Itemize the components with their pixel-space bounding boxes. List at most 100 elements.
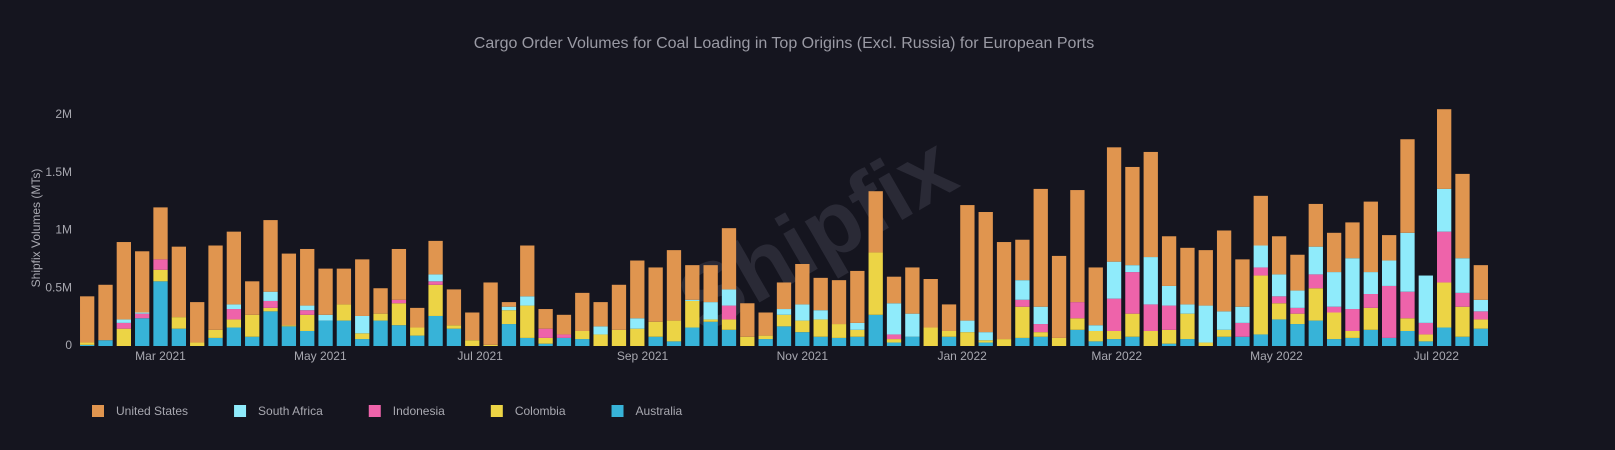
bar-segment bbox=[611, 329, 627, 346]
bar-segment bbox=[1235, 336, 1250, 346]
bar-segment bbox=[886, 303, 902, 335]
bar-segment bbox=[850, 336, 865, 346]
bar-segment bbox=[721, 289, 737, 306]
bar-segment bbox=[648, 321, 663, 337]
bar-segment bbox=[1070, 329, 1085, 346]
bar-segment bbox=[171, 328, 187, 346]
bar-segment bbox=[226, 309, 242, 320]
bar-segment bbox=[1070, 302, 1085, 319]
bar-segment bbox=[1180, 247, 1195, 305]
bar-segment bbox=[703, 321, 718, 346]
bar-segment bbox=[1326, 312, 1342, 340]
bar-segment bbox=[1125, 272, 1140, 314]
bar-segment bbox=[1106, 298, 1122, 331]
bar-segment bbox=[135, 251, 150, 313]
bar-segment bbox=[630, 328, 645, 346]
bar-segment bbox=[1253, 245, 1268, 268]
bar-segment bbox=[190, 342, 205, 346]
bar-segment bbox=[1290, 324, 1305, 346]
bar-segment bbox=[1271, 274, 1287, 297]
bar-segment bbox=[1106, 339, 1122, 346]
bar-segment bbox=[1290, 290, 1305, 308]
bar-segment bbox=[318, 268, 333, 315]
bar-segment bbox=[1198, 342, 1213, 346]
bar-segment bbox=[1216, 336, 1232, 346]
bar-segment bbox=[703, 265, 718, 303]
bar-segment bbox=[978, 212, 993, 333]
bar-segment bbox=[795, 332, 810, 346]
x-tick-label: Jan 2022 bbox=[937, 349, 987, 363]
bar-segment bbox=[1381, 337, 1397, 346]
bar-segment bbox=[263, 291, 278, 301]
bar-segment bbox=[758, 312, 773, 336]
bar-segment bbox=[1326, 272, 1342, 307]
bar-segment bbox=[446, 289, 462, 326]
bar-segment bbox=[813, 277, 828, 311]
bar-segment bbox=[1106, 330, 1122, 340]
bar-segment bbox=[263, 220, 278, 292]
bar-segment bbox=[1271, 236, 1287, 275]
legend-swatch bbox=[490, 405, 503, 417]
bar-segment bbox=[941, 336, 957, 346]
bar-segment bbox=[1473, 311, 1488, 320]
bar-segment bbox=[795, 320, 810, 333]
x-tick-label: Jul 2021 bbox=[457, 349, 503, 363]
bar-segment bbox=[1400, 318, 1415, 331]
bar-segment bbox=[886, 276, 902, 304]
legend-swatch bbox=[368, 405, 381, 417]
bar-segment bbox=[1235, 259, 1250, 307]
bar-segment bbox=[776, 326, 792, 346]
bar-segment bbox=[703, 302, 718, 320]
bar-segment bbox=[868, 252, 883, 315]
bar-segment bbox=[520, 305, 535, 338]
bar-segment bbox=[1235, 322, 1250, 337]
bar-segment bbox=[1180, 313, 1195, 340]
bar-segment bbox=[465, 340, 480, 346]
bar-segment bbox=[630, 260, 645, 319]
bar-segment bbox=[996, 339, 1012, 346]
bar-segment bbox=[116, 242, 131, 320]
bar-segment bbox=[1473, 328, 1488, 346]
x-tick-label: May 2022 bbox=[1250, 349, 1303, 363]
bar-segment bbox=[410, 307, 425, 328]
bar-segment bbox=[593, 302, 608, 327]
bar-segment bbox=[135, 318, 150, 346]
bar-segment bbox=[1143, 330, 1158, 346]
bar-segment bbox=[1143, 257, 1158, 305]
bar-segment bbox=[318, 314, 333, 321]
bar-segment bbox=[1088, 330, 1103, 342]
bar-segment bbox=[721, 329, 737, 346]
bar-segment bbox=[520, 337, 535, 346]
bar-segment bbox=[1070, 190, 1085, 303]
bar-segment bbox=[1106, 261, 1122, 299]
bar-segment bbox=[428, 284, 443, 316]
bar-segment bbox=[336, 304, 352, 321]
bar-segment bbox=[1473, 319, 1488, 329]
bar-segment bbox=[538, 343, 553, 346]
bar-segment bbox=[685, 265, 700, 300]
bar-segment bbox=[1125, 166, 1140, 266]
bar-segment bbox=[263, 300, 278, 308]
bar-segment bbox=[410, 335, 425, 346]
bar-segment bbox=[135, 312, 150, 314]
bar-segment bbox=[575, 292, 590, 331]
bar-segment bbox=[1125, 265, 1140, 273]
bar-segment bbox=[355, 333, 370, 340]
bar-segment bbox=[135, 313, 150, 319]
bar-segment bbox=[1381, 235, 1397, 261]
bar-segment bbox=[795, 304, 810, 321]
bar-segment bbox=[1253, 267, 1268, 276]
bar-segment bbox=[1033, 188, 1048, 307]
bar-segment bbox=[685, 327, 700, 346]
bar-segment bbox=[978, 332, 993, 341]
bar-segment bbox=[226, 304, 242, 310]
bar-segment bbox=[171, 246, 187, 318]
legend-label: Colombia bbox=[515, 404, 566, 418]
bar-segment bbox=[501, 302, 517, 307]
legend-label: Indonesia bbox=[393, 404, 445, 418]
bar-segment bbox=[1345, 309, 1360, 331]
bar-segment bbox=[98, 340, 113, 346]
bar-segment bbox=[593, 334, 608, 346]
bar-segment bbox=[1363, 329, 1378, 346]
bar-segment bbox=[575, 339, 590, 346]
